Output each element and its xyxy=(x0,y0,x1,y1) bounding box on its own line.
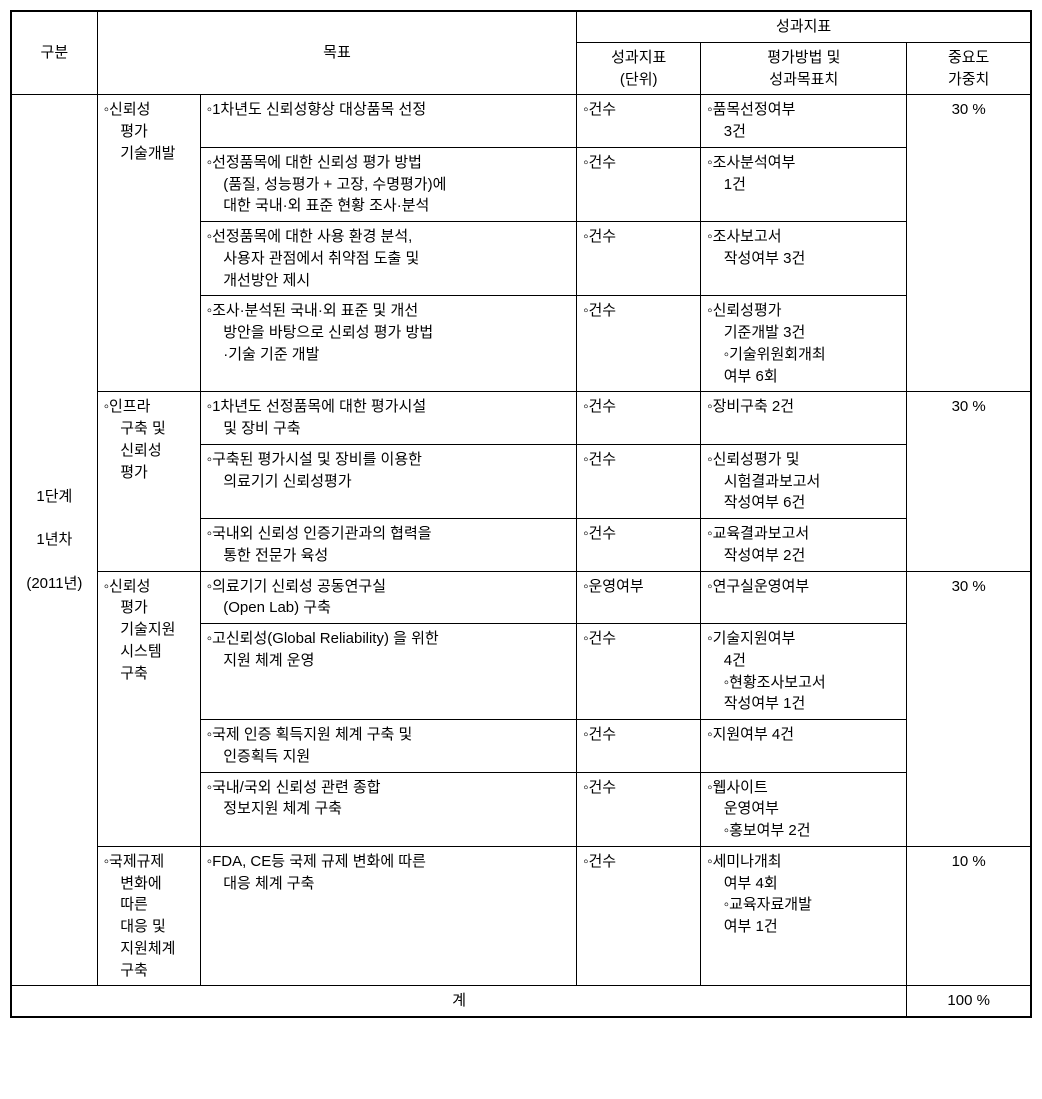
eval-cell: ◦신뢰성평가 기준개발 3건 ◦기술위원회개최 여부 6회 xyxy=(701,296,907,392)
eval-cell: ◦교육결과보고서 작성여부 2건 xyxy=(701,519,907,572)
unit-cell: ◦건수 xyxy=(577,296,701,392)
goal-cell: ◦선정품목에 대한 사용 환경 분석, 사용자 관점에서 취약점 도출 및 개선… xyxy=(200,222,576,296)
eval-cell: ◦세미나개최 여부 4회 ◦교육자료개발 여부 1건 xyxy=(701,846,907,986)
eval-cell: ◦연구실운영여부 xyxy=(701,571,907,624)
goal-cell: ◦의료기기 신뢰성 공동연구실 (Open Lab) 구축 xyxy=(200,571,576,624)
eval-cell: ◦조사분석여부 1건 xyxy=(701,147,907,221)
unit-cell: ◦건수 xyxy=(577,846,701,986)
eval-cell: ◦품목선정여부 3건 xyxy=(701,95,907,148)
weight-cell: 30 % xyxy=(907,571,1031,846)
total-row: 계 100 % xyxy=(11,986,1031,1017)
category-cell: ◦신뢰성 평가 기술지원 시스템 구축 xyxy=(97,571,200,846)
unit-cell: ◦건수 xyxy=(577,95,701,148)
eval-cell: ◦지원여부 4건 xyxy=(701,720,907,773)
category-cell: ◦인프라 구축 및 신뢰성 평가 xyxy=(97,392,200,571)
eval-cell: ◦신뢰성평가 및 시험결과보고서 작성여부 6건 xyxy=(701,444,907,518)
unit-cell: ◦건수 xyxy=(577,392,701,445)
unit-cell: ◦운영여부 xyxy=(577,571,701,624)
header-indicator-unit: 성과지표 (단위) xyxy=(577,42,701,95)
phase-cell: 1단계 1년차 (2011년) xyxy=(11,95,97,986)
goal-cell: ◦고신뢰성(Global Reliability) 을 위한 지원 체계 운영 xyxy=(200,624,576,720)
weight-cell: 30 % xyxy=(907,95,1031,392)
header-eval: 평가방법 및 성과목표치 xyxy=(701,42,907,95)
table-row: 1단계 1년차 (2011년) ◦신뢰성 평가 기술개발 ◦1차년도 신뢰성향상… xyxy=(11,95,1031,148)
category-cell: ◦국제규제 변화에 따른 대응 및 지원체계 구축 xyxy=(97,846,200,986)
unit-cell: ◦건수 xyxy=(577,720,701,773)
header-gubun: 구분 xyxy=(11,11,97,95)
goal-cell: ◦구축된 평가시설 및 장비를 이용한 의료기기 신뢰성평가 xyxy=(200,444,576,518)
header-indicator-group: 성과지표 xyxy=(577,11,1031,42)
goal-cell: ◦국내/국외 신뢰성 관련 종합 정보지원 체계 구축 xyxy=(200,772,576,846)
unit-cell: ◦건수 xyxy=(577,624,701,720)
performance-table: 구분 목표 성과지표 성과지표 (단위) 평가방법 및 성과목표치 중요도 가중… xyxy=(10,10,1032,1018)
unit-cell: ◦건수 xyxy=(577,222,701,296)
eval-cell: ◦기술지원여부 4건 ◦현황조사보고서 작성여부 1건 xyxy=(701,624,907,720)
weight-cell: 10 % xyxy=(907,846,1031,986)
table-row: ◦국제규제 변화에 따른 대응 및 지원체계 구축 ◦FDA, CE등 국제 규… xyxy=(11,846,1031,986)
total-weight: 100 % xyxy=(907,986,1031,1017)
eval-cell: ◦웹사이트 운영여부 ◦홍보여부 2건 xyxy=(701,772,907,846)
category-cell: ◦신뢰성 평가 기술개발 xyxy=(97,95,200,392)
goal-cell: ◦1차년도 신뢰성향상 대상품목 선정 xyxy=(200,95,576,148)
unit-cell: ◦건수 xyxy=(577,444,701,518)
goal-cell: ◦1차년도 선정품목에 대한 평가시설 및 장비 구축 xyxy=(200,392,576,445)
header-goal: 목표 xyxy=(97,11,576,95)
goal-cell: ◦선정품목에 대한 신뢰성 평가 방법 (품질, 성능평가 + 고장, 수명평가… xyxy=(200,147,576,221)
weight-cell: 30 % xyxy=(907,392,1031,571)
unit-cell: ◦건수 xyxy=(577,772,701,846)
unit-cell: ◦건수 xyxy=(577,147,701,221)
goal-cell: ◦조사·분석된 국내·외 표준 및 개선 방안을 바탕으로 신뢰성 평가 방법 … xyxy=(200,296,576,392)
table-row: ◦인프라 구축 및 신뢰성 평가 ◦1차년도 선정품목에 대한 평가시설 및 장… xyxy=(11,392,1031,445)
total-label: 계 xyxy=(11,986,907,1017)
goal-cell: ◦국제 인증 획득지원 체계 구축 및 인증획득 지원 xyxy=(200,720,576,773)
unit-cell: ◦건수 xyxy=(577,519,701,572)
eval-cell: ◦조사보고서 작성여부 3건 xyxy=(701,222,907,296)
eval-cell: ◦장비구축 2건 xyxy=(701,392,907,445)
goal-cell: ◦국내외 신뢰성 인증기관과의 협력을 통한 전문가 육성 xyxy=(200,519,576,572)
table-row: ◦신뢰성 평가 기술지원 시스템 구축 ◦의료기기 신뢰성 공동연구실 (Ope… xyxy=(11,571,1031,624)
header-weight: 중요도 가중치 xyxy=(907,42,1031,95)
goal-cell: ◦FDA, CE등 국제 규제 변화에 따른 대응 체계 구축 xyxy=(200,846,576,986)
